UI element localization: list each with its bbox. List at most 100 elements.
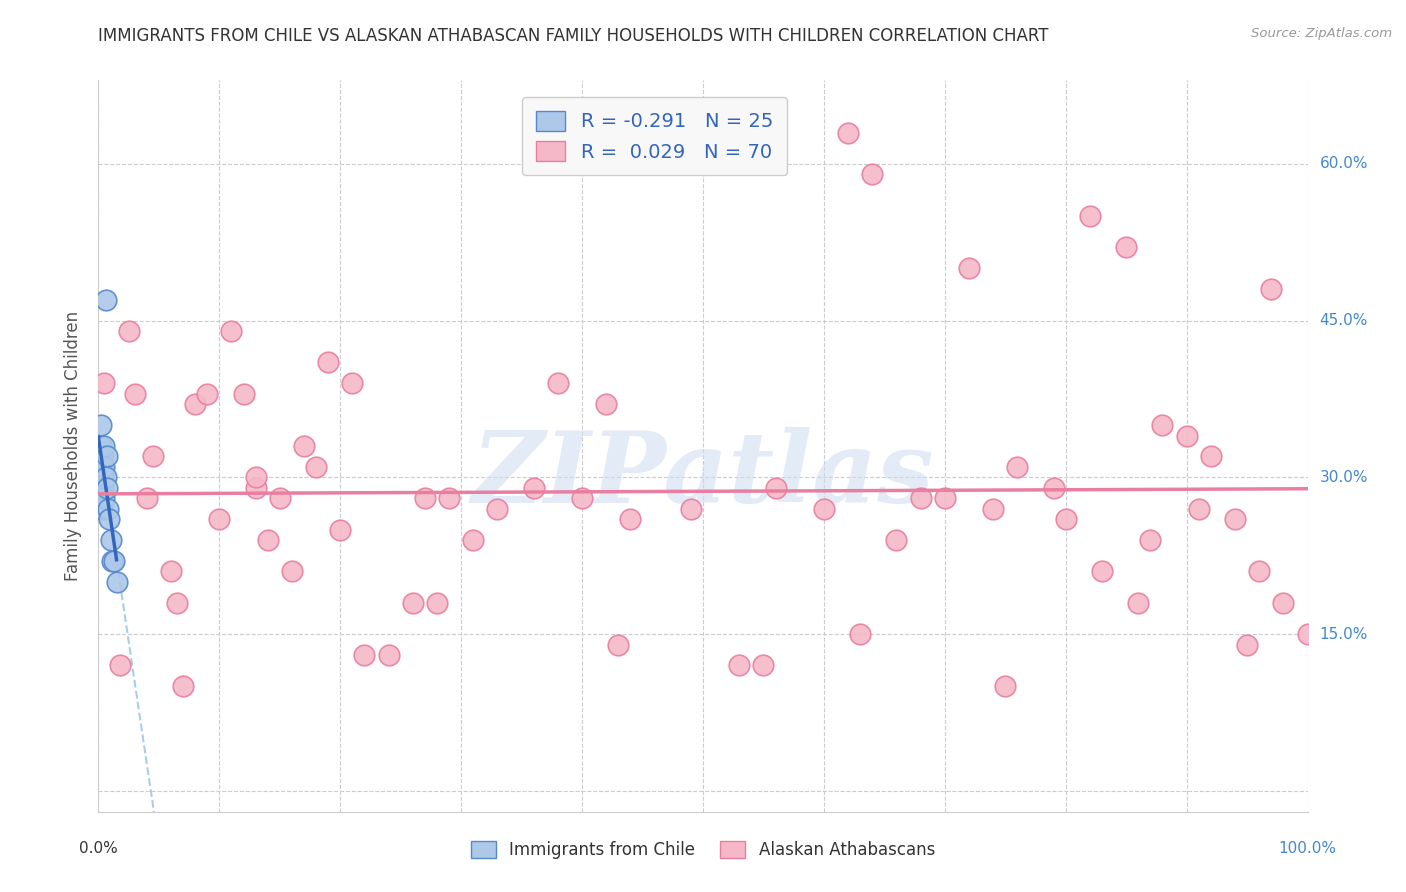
Point — [195, 386, 218, 401]
Point — [91, 501, 114, 516]
Point — [1152, 418, 1174, 433]
Point — [94, 293, 117, 307]
Point — [160, 565, 183, 579]
Point — [316, 355, 339, 369]
Point — [97, 501, 120, 516]
Point — [813, 501, 835, 516]
Point — [93, 439, 115, 453]
Point — [342, 376, 364, 391]
Point — [1091, 565, 1114, 579]
Point — [463, 533, 485, 547]
Text: 100.0%: 100.0% — [1278, 841, 1337, 856]
Point — [910, 491, 932, 506]
Point — [1260, 282, 1282, 296]
Point — [752, 658, 775, 673]
Point — [118, 324, 141, 338]
Point — [849, 627, 872, 641]
Point — [281, 565, 304, 579]
Point — [94, 470, 117, 484]
Text: 45.0%: 45.0% — [1320, 313, 1368, 328]
Point — [100, 554, 122, 568]
Point — [256, 533, 278, 547]
Text: IMMIGRANTS FROM CHILE VS ALASKAN ATHABASCAN FAMILY HOUSEHOLDS WITH CHILDREN CORR: IMMIGRANTS FROM CHILE VS ALASKAN ATHABAS… — [98, 27, 1049, 45]
Point — [98, 512, 121, 526]
Point — [292, 439, 315, 453]
Point — [1272, 596, 1295, 610]
Point — [96, 481, 118, 495]
Point — [728, 658, 751, 673]
Point — [679, 501, 702, 516]
Text: Source: ZipAtlas.com: Source: ZipAtlas.com — [1251, 27, 1392, 40]
Point — [1042, 481, 1064, 495]
Point — [103, 554, 125, 568]
Point — [89, 491, 111, 506]
Point — [595, 397, 617, 411]
Point — [765, 481, 787, 495]
Point — [91, 470, 114, 484]
Text: 15.0%: 15.0% — [1320, 626, 1368, 641]
Point — [91, 481, 114, 495]
Point — [426, 596, 449, 610]
Point — [994, 679, 1017, 693]
Point — [1188, 501, 1211, 516]
Point — [957, 261, 980, 276]
Point — [353, 648, 375, 662]
Point — [305, 459, 328, 474]
Point — [166, 596, 188, 610]
Point — [91, 470, 114, 484]
Point — [437, 491, 460, 506]
Point — [934, 491, 956, 506]
Point — [93, 376, 115, 391]
Point — [91, 459, 114, 474]
Point — [184, 397, 207, 411]
Point — [269, 491, 291, 506]
Point — [245, 481, 267, 495]
Point — [90, 439, 112, 453]
Point — [1054, 512, 1077, 526]
Point — [172, 679, 194, 693]
Point — [135, 491, 157, 506]
Text: ZIPatlas: ZIPatlas — [472, 427, 934, 524]
Point — [105, 574, 128, 589]
Point — [523, 481, 546, 495]
Point — [93, 459, 115, 474]
Point — [329, 523, 352, 537]
Point — [232, 386, 254, 401]
Point — [245, 470, 267, 484]
Point — [486, 501, 509, 516]
Point — [1236, 638, 1258, 652]
Point — [837, 126, 859, 140]
Point — [142, 450, 165, 464]
Point — [1199, 450, 1222, 464]
Y-axis label: Family Households with Children: Family Households with Children — [65, 311, 83, 581]
Point — [90, 450, 112, 464]
Point — [1128, 596, 1150, 610]
Point — [93, 491, 115, 506]
Point — [124, 386, 146, 401]
Point — [1078, 209, 1101, 223]
Point — [607, 638, 630, 652]
Point — [96, 450, 118, 464]
Point — [100, 533, 122, 547]
Point — [1223, 512, 1246, 526]
Point — [1115, 240, 1137, 254]
Point — [571, 491, 593, 506]
Point — [208, 512, 231, 526]
Point — [89, 470, 111, 484]
Point — [886, 533, 908, 547]
Text: 0.0%: 0.0% — [79, 841, 118, 856]
Text: 60.0%: 60.0% — [1320, 156, 1368, 171]
Point — [1249, 565, 1271, 579]
Point — [90, 418, 112, 433]
Point — [221, 324, 243, 338]
Point — [377, 648, 399, 662]
Point — [1139, 533, 1161, 547]
Point — [860, 167, 883, 181]
Point — [547, 376, 569, 391]
Point — [91, 450, 114, 464]
Point — [619, 512, 641, 526]
Point — [1296, 627, 1319, 641]
Point — [1175, 428, 1198, 442]
Point — [981, 501, 1004, 516]
Text: 30.0%: 30.0% — [1320, 470, 1368, 485]
